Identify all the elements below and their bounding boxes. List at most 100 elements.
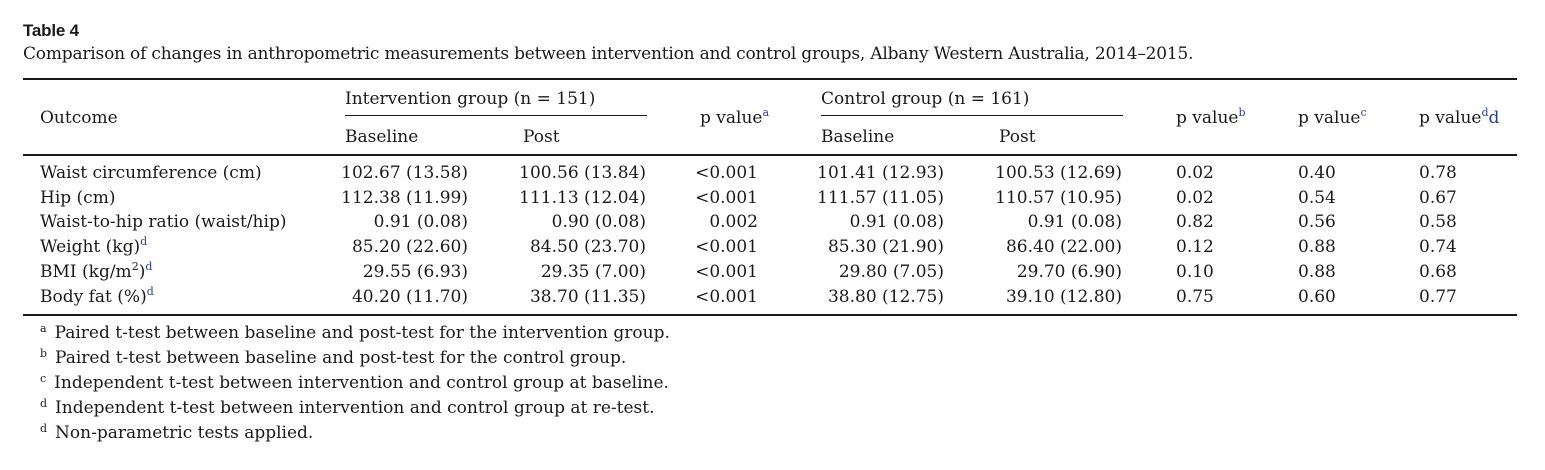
cell-ctl-post: 0.91 (0.08) xyxy=(1027,212,1122,233)
cell-p-value-b: 0.82 xyxy=(1176,212,1214,233)
footnote-text: Independent t-test between intervention … xyxy=(54,373,669,393)
cell-p-value-d: 0.77 xyxy=(1419,286,1457,307)
header-p-value-c: p valuec xyxy=(1298,106,1367,131)
header-outcome: Outcome xyxy=(40,108,118,128)
table-top-rule xyxy=(23,78,1517,80)
footnote-link-d[interactable]: d xyxy=(146,284,154,298)
cell-outcome: Waist-to-hip ratio (waist/hip) xyxy=(40,211,286,233)
footnote-text: Non-parametric tests applied. xyxy=(55,423,314,443)
footnote-text: Independent t-test between intervention … xyxy=(55,398,655,418)
header-int-baseline: Baseline xyxy=(345,127,419,147)
footnote-marker: d xyxy=(40,422,48,435)
table-caption: Comparison of changes in anthropometric … xyxy=(23,44,1194,64)
footnote-link-c[interactable]: c xyxy=(1360,106,1367,119)
cell-ctl-post: 100.53 (12.69) xyxy=(995,163,1122,183)
p-value-d-label: p value xyxy=(1419,108,1482,128)
p-value-d-extra: d xyxy=(1488,108,1500,128)
cell-ctl-post: 86.40 (22.00) xyxy=(1005,237,1122,258)
control-group-rule xyxy=(821,115,1123,116)
cell-p-value-b: 0.02 xyxy=(1176,163,1214,183)
footnote-link-b[interactable]: b xyxy=(1238,106,1246,119)
cell-int-baseline: 0.91 (0.08) xyxy=(373,212,468,233)
cell-p-value-a: <0.001 xyxy=(695,261,758,282)
footnote-item: d Independent t-test between intervention… xyxy=(40,397,655,421)
cell-outcome: Body fat (%)d xyxy=(40,284,154,310)
footnote-link-d[interactable]: d xyxy=(145,259,153,273)
cell-ctl-baseline: 38.80 (12.75) xyxy=(827,286,944,307)
cell-int-baseline: 102.67 (13.58) xyxy=(341,163,468,183)
outcome-text-tail: ) xyxy=(138,261,146,282)
footnote-item: d Non-parametric tests applied. xyxy=(40,422,313,446)
cell-p-value-b: 0.12 xyxy=(1176,237,1214,258)
p-value-a-label: p value xyxy=(700,108,763,128)
footnote-item: a Paired t-test between baseline and post… xyxy=(40,322,670,346)
cell-ctl-post: 29.70 (6.90) xyxy=(1016,261,1122,282)
cell-p-value-b: 0.75 xyxy=(1176,286,1214,307)
table-label: Table 4 xyxy=(23,21,79,40)
cell-p-value-c: 0.88 xyxy=(1298,261,1336,282)
footnote-marker: a xyxy=(40,322,47,335)
footnote-text: Paired t-test between baseline and post-… xyxy=(55,348,627,368)
cell-ctl-baseline: 85.30 (21.90) xyxy=(827,237,944,258)
outcome-text: BMI (kg/m xyxy=(40,261,132,282)
header-p-value-a: p valuea xyxy=(700,106,770,131)
header-p-value-d: p valuedd xyxy=(1419,106,1500,131)
cell-p-value-d: 0.68 xyxy=(1419,261,1457,282)
footnote-link-d[interactable]: d xyxy=(1481,106,1489,119)
cell-p-value-a: <0.001 xyxy=(695,237,758,258)
cell-int-post: 0.90 (0.08) xyxy=(551,212,646,233)
cell-int-post: 29.35 (7.00) xyxy=(540,261,646,282)
cell-p-value-a: <0.001 xyxy=(695,163,758,183)
cell-int-baseline: 40.20 (11.70) xyxy=(351,286,468,307)
outcome-text: Waist circumference (cm) xyxy=(40,163,262,183)
header-ctl-post: Post xyxy=(999,127,1036,147)
header-ctl-baseline: Baseline xyxy=(821,127,895,147)
cell-ctl-baseline: 111.57 (11.05) xyxy=(817,187,944,208)
outcome-superscript: 2 xyxy=(131,259,139,273)
header-p-value-b: p valueb xyxy=(1176,106,1246,131)
cell-p-value-c: 0.60 xyxy=(1298,286,1336,307)
p-value-b-label: p value xyxy=(1176,108,1239,128)
cell-outcome: Waist circumference (cm) xyxy=(40,162,262,184)
cell-p-value-c: 0.40 xyxy=(1298,163,1336,183)
outcome-text: Waist-to-hip ratio (waist/hip) xyxy=(40,212,287,233)
table-header-rule xyxy=(23,154,1517,156)
cell-p-value-d: 0.67 xyxy=(1419,187,1457,208)
outcome-text: Body fat (%) xyxy=(40,286,147,307)
cell-p-value-d: 0.74 xyxy=(1419,237,1457,258)
header-intervention-group: Intervention group (n = 151) xyxy=(345,89,596,109)
cell-p-value-c: 0.88 xyxy=(1298,237,1336,258)
cell-p-value-a: <0.001 xyxy=(695,286,758,307)
cell-int-post: 38.70 (11.35) xyxy=(529,286,646,307)
table-figure: Table 4 Comparison of changes in anthrop… xyxy=(23,20,1517,443)
header-int-post: Post xyxy=(523,127,560,147)
cell-int-post: 100.56 (13.84) xyxy=(519,163,646,183)
outcome-text: Weight (kg) xyxy=(40,237,141,258)
cell-int-post: 111.13 (12.04) xyxy=(519,187,646,208)
cell-outcome: Weight (kg)d xyxy=(40,235,148,260)
cell-p-value-d: 0.78 xyxy=(1419,163,1457,183)
header-control-group: Control group (n = 161) xyxy=(821,89,1030,109)
cell-ctl-post: 110.57 (10.95) xyxy=(995,187,1122,208)
cell-int-baseline: 112.38 (11.99) xyxy=(341,187,468,208)
p-value-c-label: p value xyxy=(1298,108,1361,128)
outcome-text: Hip (cm) xyxy=(40,187,116,208)
table-bottom-rule xyxy=(23,314,1517,316)
cell-p-value-a: 0.002 xyxy=(709,212,758,233)
cell-ctl-baseline: 101.41 (12.93) xyxy=(817,163,944,183)
footnote-marker: b xyxy=(40,347,48,360)
cell-p-value-b: 0.02 xyxy=(1176,187,1214,208)
footnote-link-d[interactable]: d xyxy=(140,235,148,249)
cell-p-value-d: 0.58 xyxy=(1419,212,1457,233)
footnote-link-a[interactable]: a xyxy=(762,106,770,119)
footnote-marker: c xyxy=(40,372,47,385)
cell-int-baseline: 85.20 (22.60) xyxy=(351,237,468,258)
intervention-group-rule xyxy=(345,115,647,116)
cell-ctl-baseline: 29.80 (7.05) xyxy=(838,261,944,282)
cell-p-value-a: <0.001 xyxy=(695,187,758,208)
footnote-item: c Independent t-test between intervention… xyxy=(40,372,669,396)
cell-int-baseline: 29.55 (6.93) xyxy=(362,261,468,282)
cell-p-value-c: 0.56 xyxy=(1298,212,1336,233)
footnote-marker: d xyxy=(40,397,48,410)
footnote-item: b Paired t-test between baseline and post… xyxy=(40,347,626,371)
